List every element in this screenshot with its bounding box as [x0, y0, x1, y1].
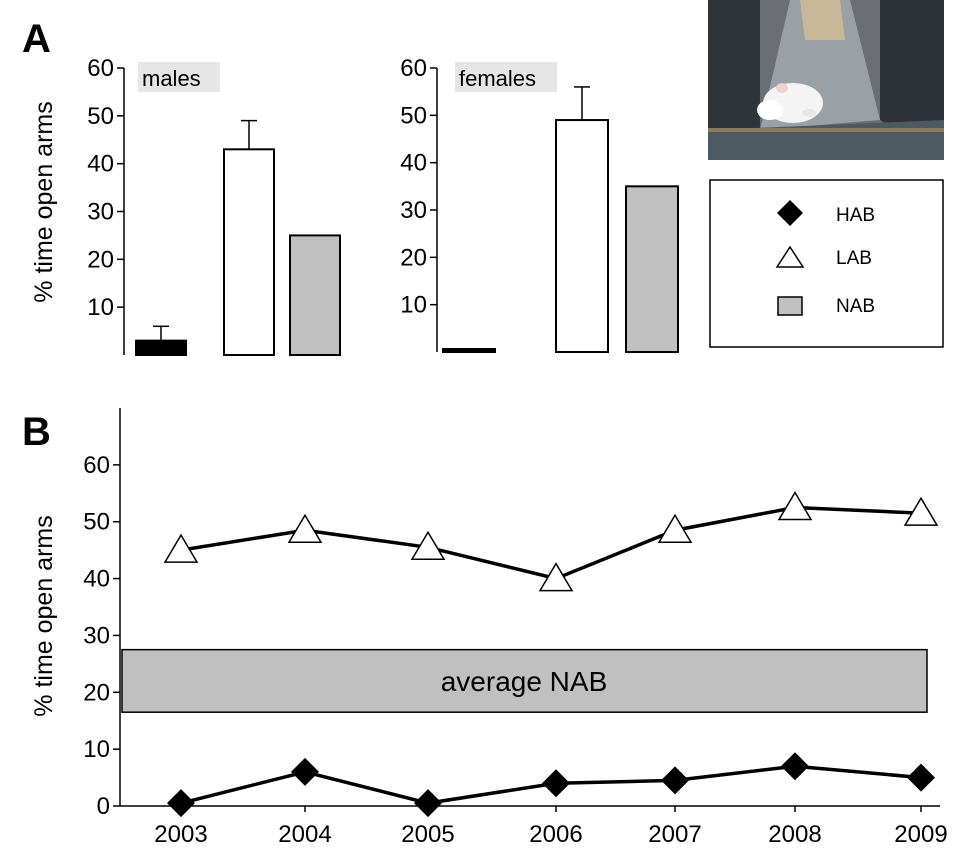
legend-hab-label: HAB — [836, 205, 875, 226]
y-tick-label: 0 — [97, 793, 110, 820]
y-tick-label: 50 — [83, 509, 110, 536]
y-tick-label: 30 — [83, 622, 110, 649]
rat-photo — [708, 0, 944, 160]
lab-point-2005 — [410, 530, 446, 561]
bar-lab — [555, 119, 609, 353]
panel-label-b: B — [22, 410, 51, 454]
average-nab-label: average NAB — [441, 666, 608, 697]
females-bar-chart: females 10 20 30 40 50 60 — [400, 55, 679, 353]
y-tick-label: 20 — [87, 246, 114, 273]
males-label-bg — [138, 62, 220, 92]
y-tick-label: 10 — [400, 292, 427, 319]
males-bar-chart: males % time open arms 10 20 30 40 50 60 — [30, 55, 341, 357]
legend-lab-label: LAB — [836, 248, 872, 269]
y-tick-label: 30 — [400, 197, 427, 224]
lab-point-2004 — [287, 513, 323, 543]
y-tick-label: 40 — [87, 151, 114, 178]
x-tick-label: 2007 — [648, 821, 701, 848]
y-tick-label: 60 — [83, 452, 110, 479]
panel-label-a: A — [22, 17, 51, 61]
lab-point-2006 — [538, 562, 574, 592]
legend-nab-square — [777, 296, 803, 316]
legend-box — [709, 179, 944, 348]
y-tick-label: 20 — [83, 679, 110, 706]
hab-point-2003 — [167, 789, 195, 818]
bar-nab — [625, 185, 679, 353]
y-tick-label: 30 — [87, 199, 114, 226]
hab-point-2004 — [291, 757, 319, 786]
y-tick-label: 20 — [400, 244, 427, 271]
x-tick-label: 2008 — [768, 821, 821, 848]
y-tick-label: 60 — [87, 55, 114, 82]
legend-lab-triangle — [775, 245, 805, 268]
legend-nab-label: NAB — [836, 296, 875, 317]
hab-point-2007 — [661, 766, 689, 795]
legend-hab-diamond — [777, 200, 803, 226]
hab-point-2008 — [781, 752, 809, 781]
hab-point-2009 — [907, 763, 935, 792]
y-tick-label: 40 — [400, 150, 427, 177]
females-label-bg — [455, 62, 557, 92]
y-tick-label: 50 — [400, 102, 427, 129]
x-tick-label: 2009 — [894, 821, 947, 848]
lab-point-2009 — [903, 496, 939, 526]
lab-point-2007 — [657, 513, 693, 543]
y-tick-label: 40 — [83, 566, 110, 593]
lab-point-2008 — [777, 491, 813, 521]
line-y-axis-label: % time open arms — [30, 515, 58, 716]
males-subtitle: males — [142, 66, 201, 91]
y-tick-label: 60 — [400, 55, 427, 82]
hab-point-2005 — [414, 789, 442, 818]
bar-nab — [289, 234, 341, 357]
bar-hab — [442, 348, 496, 353]
bar-lab — [223, 148, 275, 356]
females-subtitle: females — [459, 66, 536, 91]
y-tick-label: 10 — [87, 294, 114, 321]
x-tick-label: 2005 — [401, 821, 454, 848]
x-tick-label: 2004 — [278, 821, 331, 848]
x-tick-label: 2006 — [529, 821, 582, 848]
x-tick-label: 2003 — [154, 821, 207, 848]
y-tick-label: 50 — [87, 103, 114, 130]
yearly-line-chart: % time open arms 0 10 20 30 40 50 60 2003 2004 20… — [30, 408, 948, 848]
males-y-axis-label: % time open arms — [30, 101, 58, 302]
y-tick-label: 10 — [83, 736, 110, 763]
hab-point-2006 — [542, 769, 570, 798]
rat-head — [757, 100, 783, 120]
bar-hab — [135, 339, 187, 356]
average-nab-band — [121, 648, 928, 713]
legend: HAB LAB NAB — [709, 179, 944, 348]
lab-point-2003 — [163, 533, 199, 563]
